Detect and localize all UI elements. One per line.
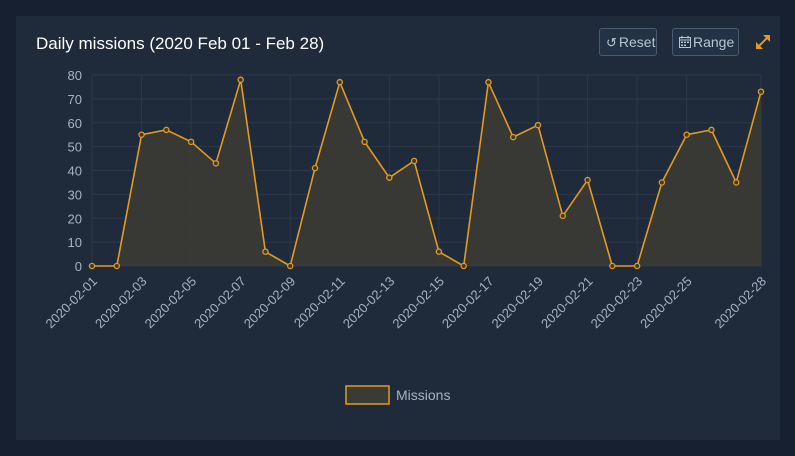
- data-point: [212, 160, 220, 167]
- y-tick-label: 50: [68, 140, 82, 155]
- data-point: [163, 126, 170, 134]
- x-tick-label: 2020-02-15: [389, 274, 447, 332]
- y-tick-label: 40: [68, 164, 82, 179]
- data-point: [757, 88, 765, 95]
- data-point: [534, 121, 542, 129]
- data-point: [435, 248, 443, 255]
- y-tick-label: 20: [68, 211, 82, 226]
- calendar-icon: [679, 30, 691, 56]
- x-tick-label: 2020-02-13: [340, 274, 398, 332]
- legend-swatch: [345, 385, 390, 405]
- y-tick-label: 80: [68, 68, 82, 83]
- x-tick-label: 2020-02-28: [711, 274, 769, 332]
- x-tick-label: 2020-02-05: [142, 274, 200, 332]
- series-area: [92, 79, 761, 266]
- chart-title: Daily missions (2020 Feb 01 - Feb 28): [36, 34, 325, 53]
- series-line: [92, 79, 762, 267]
- y-tick-label: 0: [75, 259, 82, 274]
- data-point: [361, 138, 368, 146]
- x-tick-label: 2020-02-07: [191, 274, 249, 332]
- data-point: [683, 131, 690, 138]
- data-point: [262, 248, 269, 255]
- y-tick-label: 10: [68, 235, 82, 250]
- data-point: [509, 133, 517, 141]
- x-tick-label: 2020-02-21: [538, 274, 596, 332]
- data-point: [311, 164, 319, 172]
- x-tick-label: 2020-02-25: [637, 274, 695, 332]
- legend-label: Missions: [396, 387, 450, 403]
- x-tick-label: 2020-02-19: [488, 274, 546, 332]
- data-point: [633, 262, 641, 270]
- y-tick-label: 30: [68, 187, 82, 202]
- range-button[interactable]: Range: [672, 28, 739, 56]
- data-point: [113, 262, 121, 270]
- x-tick-label: 2020-02-01: [42, 274, 100, 332]
- data-point: [88, 262, 96, 270]
- x-tick-label: 2020-02-11: [291, 274, 348, 331]
- data-point: [658, 179, 666, 186]
- x-tick-label: 2020-02-09: [241, 274, 299, 332]
- y-tick-label: 70: [68, 92, 82, 107]
- reset-button[interactable]: ↺ Reset: [599, 28, 657, 56]
- x-tick-label: 2020-02-17: [439, 274, 497, 332]
- x-tick-label: 2020-02-23: [588, 274, 646, 332]
- data-point: [138, 131, 145, 138]
- data-point: [187, 138, 195, 146]
- data-point: [609, 262, 616, 270]
- data-point: [708, 126, 715, 134]
- data-point: [237, 76, 244, 84]
- expand-icon[interactable]: [753, 32, 773, 52]
- data-point: [559, 212, 567, 220]
- reset-label: Reset: [618, 34, 656, 50]
- data-point: [732, 179, 740, 186]
- y-tick-label: 60: [68, 116, 82, 131]
- data-point: [386, 174, 393, 181]
- x-tick-label: 2020-02-03: [92, 274, 150, 332]
- data-point: [584, 176, 591, 184]
- data-point: [336, 78, 344, 86]
- data-point: [286, 262, 294, 270]
- data-point: [410, 157, 418, 165]
- data-point: [485, 78, 492, 86]
- range-label: Range: [693, 34, 735, 50]
- data-point: [460, 262, 467, 270]
- reset-icon: ↺: [606, 35, 617, 50]
